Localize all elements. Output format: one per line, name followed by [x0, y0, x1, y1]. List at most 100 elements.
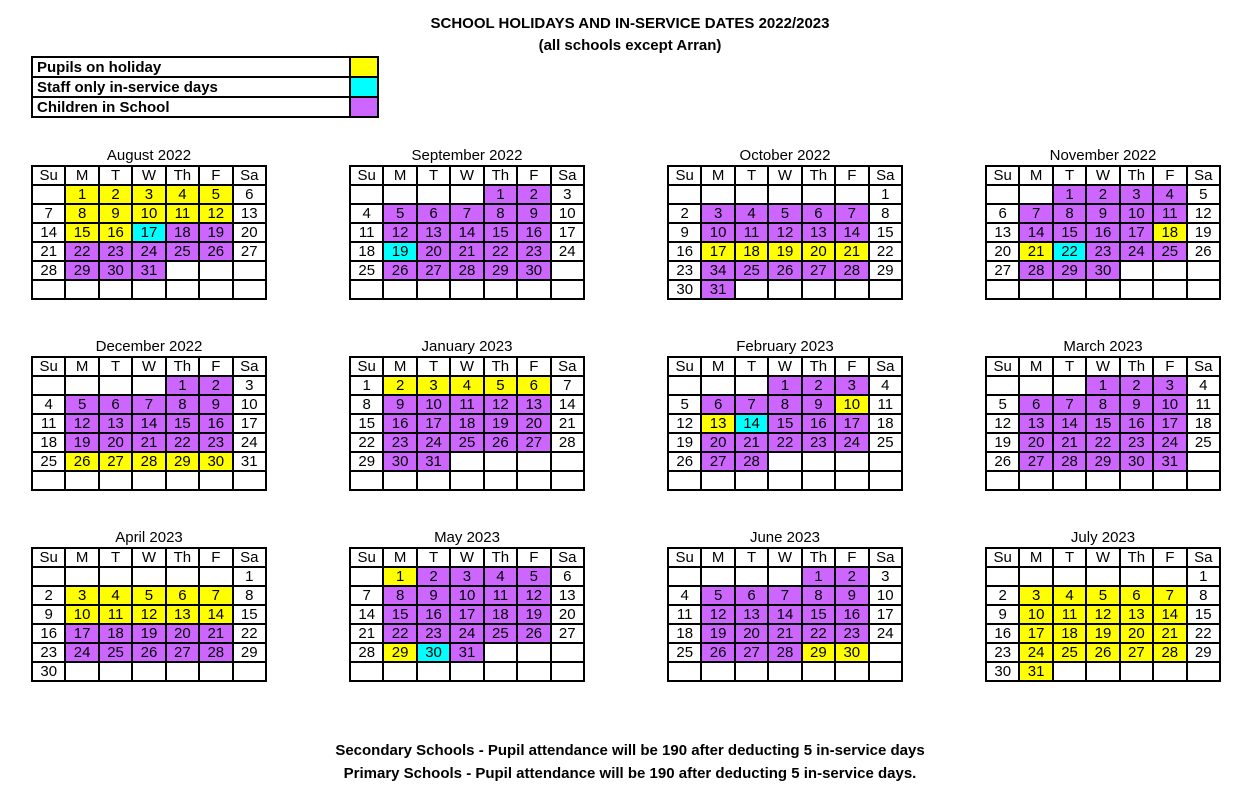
day-cell: 4 — [867, 375, 904, 396]
day-cell — [64, 566, 100, 587]
day-cell: 4 — [97, 585, 134, 606]
day-cell: 23 — [984, 642, 1021, 663]
day-cell — [348, 279, 385, 300]
week-row: 19 20 21 22 23 24 25 — [984, 432, 1222, 453]
day-cell: 6 — [549, 566, 586, 587]
day-cell — [1118, 470, 1155, 491]
day-cell: 13 — [231, 203, 268, 224]
day-cell: 17 — [449, 604, 485, 625]
day-cell: 25 — [30, 451, 67, 472]
day-cell: 26 — [198, 241, 234, 262]
day-cell: 6 — [415, 203, 452, 224]
month-title: November 2022 — [1049, 147, 1157, 164]
month-title: January 2023 — [421, 338, 513, 355]
day-cell: 19 — [767, 241, 803, 262]
day-cell: 4 — [482, 566, 519, 587]
day-cell: 1 — [348, 375, 385, 396]
day-cell: 5 — [198, 184, 234, 205]
day-cell — [1152, 661, 1188, 682]
day-cell — [382, 470, 418, 491]
day-cell: 21 — [348, 623, 385, 644]
month-calendar: March 2023 Su M T W Th F Sa 1 2 3 4 5 6 7 8 9 10 11 12 13 14 1… — [984, 338, 1222, 491]
day-cell: 27 — [1118, 642, 1155, 663]
day-cell: 28 — [733, 451, 770, 472]
day-cell: 11 — [733, 222, 770, 243]
day-cell: 5 — [1085, 585, 1121, 606]
week-row: 18 19 20 21 22 23 24 — [30, 432, 268, 453]
day-cell — [867, 470, 904, 491]
week-row — [666, 661, 904, 682]
day-cell: 2 — [1085, 184, 1121, 205]
month-title: September 2022 — [411, 147, 523, 164]
day-cell: 17 — [834, 413, 870, 434]
day-cell: 18 — [30, 432, 67, 453]
day-cell — [1185, 661, 1222, 682]
day-cell: 15 — [767, 413, 803, 434]
day-cell: 8 — [164, 394, 201, 415]
weekday-label: Th — [164, 547, 201, 568]
day-cell — [449, 470, 485, 491]
day-cell: 18 — [482, 604, 519, 625]
day-cell: 31 — [1152, 451, 1188, 472]
day-cell: 17 — [231, 413, 268, 434]
day-cell: 24 — [64, 642, 100, 663]
day-cell — [700, 470, 736, 491]
weekday-label: F — [834, 165, 870, 186]
week-row: 11 12 13 14 15 16 17 — [666, 604, 904, 625]
day-cell: 19 — [64, 432, 100, 453]
day-cell: 26 — [482, 432, 519, 453]
legend-swatch-cyan — [349, 76, 379, 98]
day-cell: 21 — [1051, 432, 1088, 453]
day-cell — [348, 661, 385, 682]
day-cell: 8 — [767, 394, 803, 415]
day-cell: 5 — [984, 394, 1021, 415]
day-cell — [1051, 375, 1088, 396]
day-cell — [767, 470, 803, 491]
weekday-label: F — [516, 165, 552, 186]
day-cell — [64, 470, 100, 491]
day-cell: 11 — [97, 604, 134, 625]
day-cell: 13 — [733, 604, 770, 625]
weekday-label: Th — [800, 547, 837, 568]
day-cell — [767, 184, 803, 205]
month-table: Su M T W Th F Sa 1 2 3 4 5 6 7 8 9 10 11 12 13 14 15 16 17 18 19 2… — [666, 356, 904, 491]
day-cell — [198, 661, 234, 682]
day-cell: 16 — [198, 413, 234, 434]
day-cell: 23 — [516, 241, 552, 262]
day-cell: 13 — [516, 394, 552, 415]
day-cell: 22 — [231, 623, 268, 644]
day-cell: 7 — [767, 585, 803, 606]
weekday-label: Su — [666, 547, 703, 568]
day-cell: 1 — [64, 184, 100, 205]
month-table: Su M T W Th F Sa 1 2 3 4 5 6 7 8 9 10 11 12 13 14 15 16 17 18 19 2… — [984, 356, 1222, 491]
day-cell: 2 — [97, 184, 134, 205]
day-cell: 6 — [700, 394, 736, 415]
day-cell — [1018, 566, 1054, 587]
day-cell: 14 — [1051, 413, 1088, 434]
weekday-label: M — [700, 165, 736, 186]
day-cell — [1118, 260, 1155, 281]
day-cell: 7 — [1051, 394, 1088, 415]
weekday-label: Su — [984, 547, 1021, 568]
day-cell: 19 — [700, 623, 736, 644]
weekday-label: T — [1051, 356, 1088, 377]
day-cell: 4 — [1051, 585, 1088, 606]
day-cell: 8 — [382, 585, 418, 606]
day-cell: 12 — [198, 203, 234, 224]
day-cell — [1085, 566, 1121, 587]
day-cell: 25 — [1152, 241, 1188, 262]
weekday-header: Su M T W Th F Sa — [984, 547, 1222, 568]
day-cell: 26 — [767, 260, 803, 281]
day-cell: 16 — [97, 222, 134, 243]
weekday-label: Sa — [867, 165, 904, 186]
day-cell — [30, 184, 67, 205]
day-cell: 30 — [97, 260, 134, 281]
day-cell: 19 — [131, 623, 167, 644]
month-calendar: April 2023 Su M T W Th F Sa 1 2 3 4 5 6 7 8 9 10 11 12 13 14 1… — [30, 529, 268, 682]
week-row: 9 10 11 12 13 14 15 — [984, 604, 1222, 625]
day-cell: 8 — [1051, 203, 1088, 224]
day-cell: 3 — [834, 375, 870, 396]
